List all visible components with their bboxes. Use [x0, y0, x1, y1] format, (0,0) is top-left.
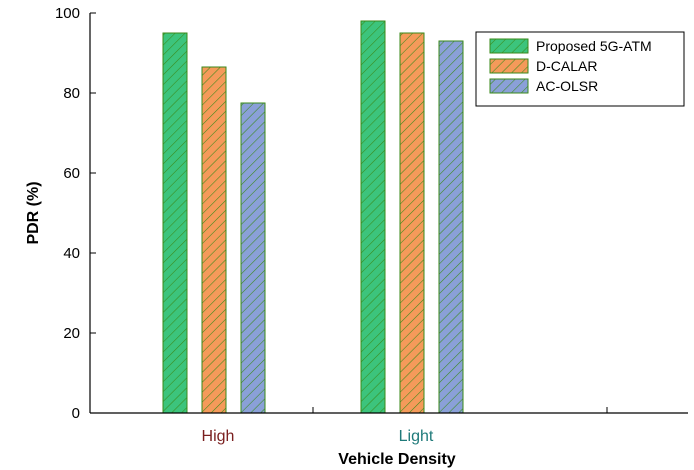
y-tick-label: 40 [63, 245, 80, 262]
legend-label-0: Proposed 5G-ATM [536, 38, 652, 54]
bar-high-d-calar [201, 66, 227, 414]
y-tick-label: 20 [63, 325, 80, 342]
bar-high-proposed-5g-atm [162, 32, 188, 414]
bar-light-proposed-5g-atm [360, 20, 386, 414]
y-axis-title: PDR (%) [25, 181, 42, 244]
y-tick-label: 0 [72, 405, 80, 422]
y-tick-label: 100 [55, 5, 80, 22]
y-tick-label: 60 [63, 165, 80, 182]
x-tick-label-high: High [202, 428, 235, 445]
bar-high-ac-olsr [240, 102, 266, 414]
legend: Proposed 5G-ATM D-CALAR AC-OLSR [475, 31, 685, 107]
y-tick-label: 80 [63, 85, 80, 102]
axes [89, 13, 688, 414]
legend-swatch-2 [489, 78, 529, 94]
legend-swatch-0 [489, 38, 529, 54]
legend-label-2: AC-OLSR [536, 78, 598, 94]
bar-light-d-calar [399, 32, 425, 414]
y-ticks: 0 20 40 60 80 100 [55, 5, 96, 422]
x-ticks: High Light [202, 407, 608, 445]
x-tick-label-light: Light [399, 428, 434, 445]
bar-light-ac-olsr [438, 40, 464, 414]
legend-swatch-1 [489, 58, 529, 74]
bars [162, 20, 464, 414]
x-axis-title: Vehicle Density [338, 451, 455, 468]
legend-label-1: D-CALAR [536, 58, 597, 74]
